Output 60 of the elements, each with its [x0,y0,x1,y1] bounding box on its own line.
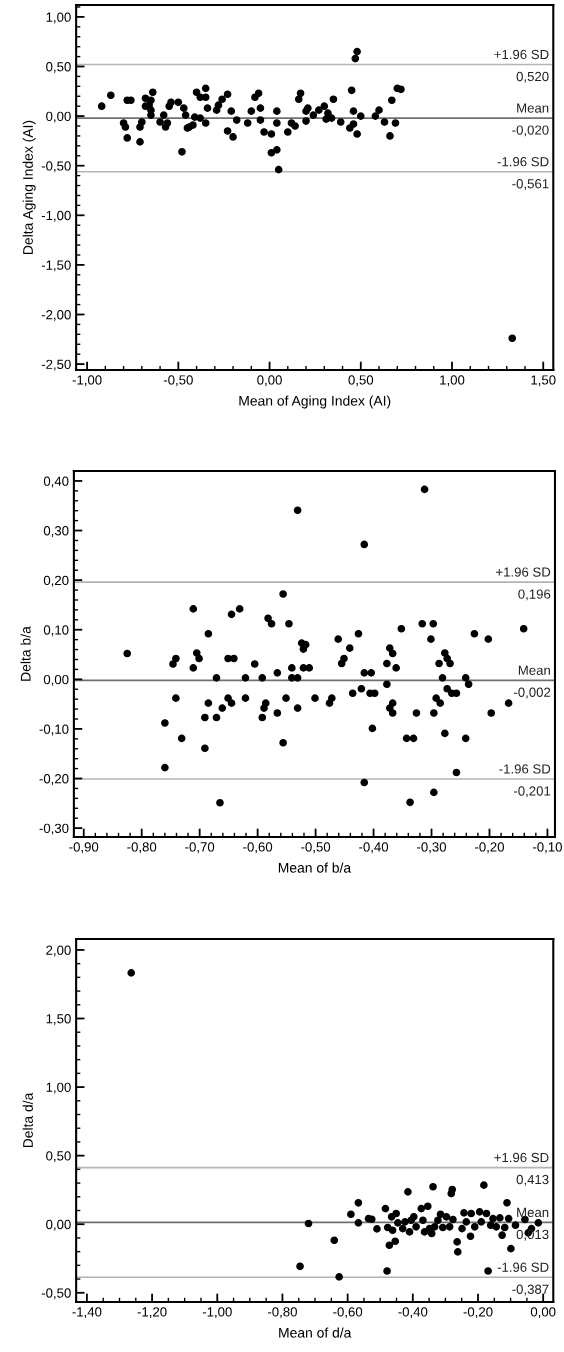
x-tick-label: -1,00 [72,375,102,387]
ref-line-label: -1.96 SD -0,201 [499,764,551,798]
y-tick-label: -0,10 [39,724,69,736]
y-tick-label: -2,00 [41,310,71,321]
y-tick-label: -1,00 [41,210,71,222]
x-tick-label: -1,00 [202,1307,232,1319]
x-tick-label: -0,60 [333,1307,363,1319]
y-tick-label: 0,40 [43,476,69,488]
x-tick-label: 0,00 [530,1307,556,1319]
y-tick-label: 0,50 [46,62,71,73]
y-tick-label: -1,50 [41,260,71,272]
y-tick-label: 0,30 [43,526,69,538]
x-tick-label: -0,30 [417,842,447,854]
x-tick-label: -0,20 [463,1307,493,1319]
y-tick-label: -0,30 [39,823,69,835]
x-tick-label: -0,80 [268,1307,297,1319]
y-tick-label: 0,20 [43,575,69,587]
x-tick-label: -1,40 [72,1307,102,1319]
x-tick-label: 1,50 [531,375,556,387]
y-tick-label: -0,50 [41,161,71,173]
x-axis-title: Mean of d/a [279,1327,352,1338]
ref-line-label: -1.96 SD -0,561 [497,157,549,190]
y-tick-label: 0,00 [46,111,71,123]
y-tick-label: 0,00 [46,1219,71,1231]
ref-line-label: Mean -0,002 [513,665,551,699]
x-tick-label: 0,00 [257,375,282,387]
ref-line-label: Mean -0,020 [512,103,549,137]
ref-line-label: +1.96 SD 0,413 [494,1152,549,1186]
x-tick-label: -1,20 [137,1307,167,1319]
y-axis-title: Delta Aging Index (AI) [22,120,36,254]
y-axis-title: Delta b/a [20,626,31,681]
ref-line-label: Mean 0,013 [516,1207,549,1241]
y-tick-label: -2,50 [41,359,71,371]
y-tick-label: 2,00 [46,945,71,957]
x-axis-title: Mean of b/a [278,862,352,873]
y-tick-label: 0,10 [43,625,69,637]
y-tick-label: -0,50 [41,1288,71,1300]
y-tick-label: -0,20 [39,774,69,785]
y-axis-title: Delta d/a [22,1092,33,1148]
x-tick-label: 0,50 [348,375,374,387]
ref-line-label: -1.96 SD -0,387 [497,1262,549,1296]
y-tick-label: 1,00 [46,12,71,24]
y-tick-label: 1,50 [46,1014,71,1025]
x-tick-label: -0,50 [163,375,193,387]
y-tick-label: 0,50 [46,1151,71,1163]
y-tick-label: 1,00 [46,1082,71,1094]
ref-line-label: +1.96 SD 0,196 [496,567,551,601]
x-tick-label: -0,70 [185,842,215,854]
x-tick-label: -0,50 [301,842,331,854]
x-tick-label: -0,10 [532,842,562,854]
ref-line-label: +1.96 SD 0,520 [494,49,549,83]
y-tick-label: 0,00 [43,674,69,686]
x-tick-label: -0,80 [127,842,157,854]
x-tick-label: 1,00 [440,375,465,387]
x-tick-label: -0,90 [69,842,99,854]
x-tick-label: -0,20 [475,842,504,854]
x-tick-label: -0,40 [359,842,389,854]
x-axis-title: Mean of Aging Index (AI) [239,395,391,409]
x-tick-label: -0,40 [398,1307,428,1319]
x-tick-label: -0,60 [243,842,273,854]
